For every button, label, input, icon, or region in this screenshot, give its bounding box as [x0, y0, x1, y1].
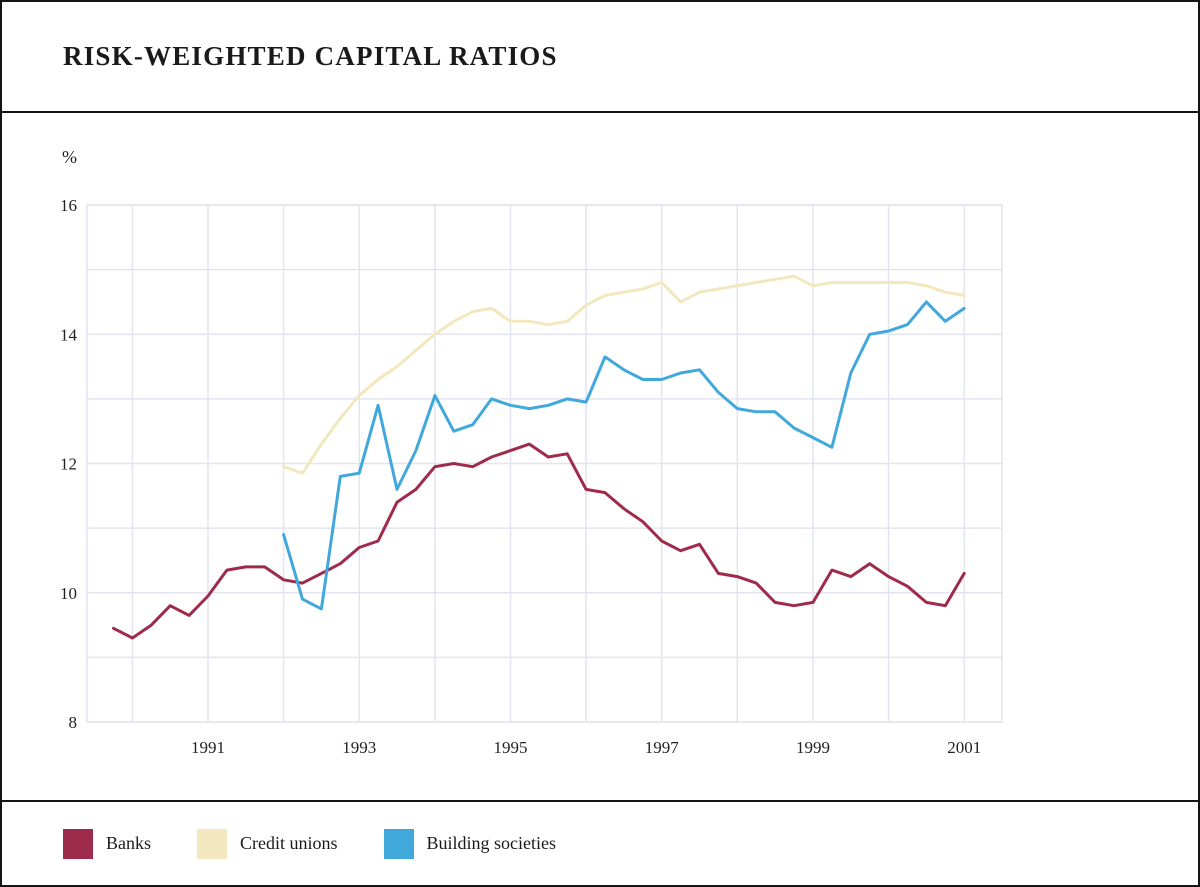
y-axis-unit-label: % — [62, 147, 77, 167]
x-tick-label: 1995 — [493, 738, 527, 757]
series-line-banks — [112, 442, 966, 640]
series-line-credit-unions — [282, 274, 966, 475]
y-tick-label: 16 — [60, 196, 77, 215]
legend-item-credit-unions: Credit unions — [197, 828, 338, 859]
legend-item-banks: Banks — [63, 828, 151, 859]
x-tick-label: 1991 — [191, 738, 225, 757]
y-tick-label: 10 — [60, 584, 77, 603]
legend-label-credit-unions: Credit unions — [240, 833, 338, 853]
y-tick-label: 12 — [60, 455, 77, 474]
chart-svg: % 8 10 12 14 16 1991 1993 1995 1997 1999 2001 — [60, 147, 1003, 757]
legend-swatch-building-societies — [383, 828, 414, 859]
y-tick-label: 14 — [60, 325, 78, 344]
y-axis-tick-labels: 8 10 12 14 16 — [60, 196, 78, 732]
legend-label-banks: Banks — [106, 833, 151, 853]
x-tick-label: 1999 — [796, 738, 830, 757]
chart-title: RISK-WEIGHTED CAPITAL RATIOS — [63, 41, 558, 71]
x-tick-label: 1997 — [645, 738, 680, 757]
plot-border — [86, 204, 1003, 723]
y-tick-label: 8 — [69, 713, 78, 732]
legend: Banks Credit unions Building societies — [2, 800, 1198, 885]
x-axis-tick-labels: 1991 1993 1995 1997 1999 2001 — [191, 738, 981, 757]
x-tick-label: 1993 — [342, 738, 376, 757]
header: RISK-WEIGHTED CAPITAL RATIOS — [2, 2, 1198, 113]
gridlines — [86, 204, 1003, 723]
chart-area: % 8 10 12 14 16 1991 1993 1995 1997 1999 2001 — [2, 113, 1198, 798]
series-line-building-societies — [282, 300, 966, 611]
legend-swatch-credit-unions — [197, 828, 227, 859]
legend-label-building-societies: Building societies — [426, 833, 557, 853]
x-tick-label: 2001 — [947, 738, 981, 757]
legend-item-building-societies: Building societies — [383, 828, 557, 859]
legend-swatch-banks — [63, 828, 93, 859]
